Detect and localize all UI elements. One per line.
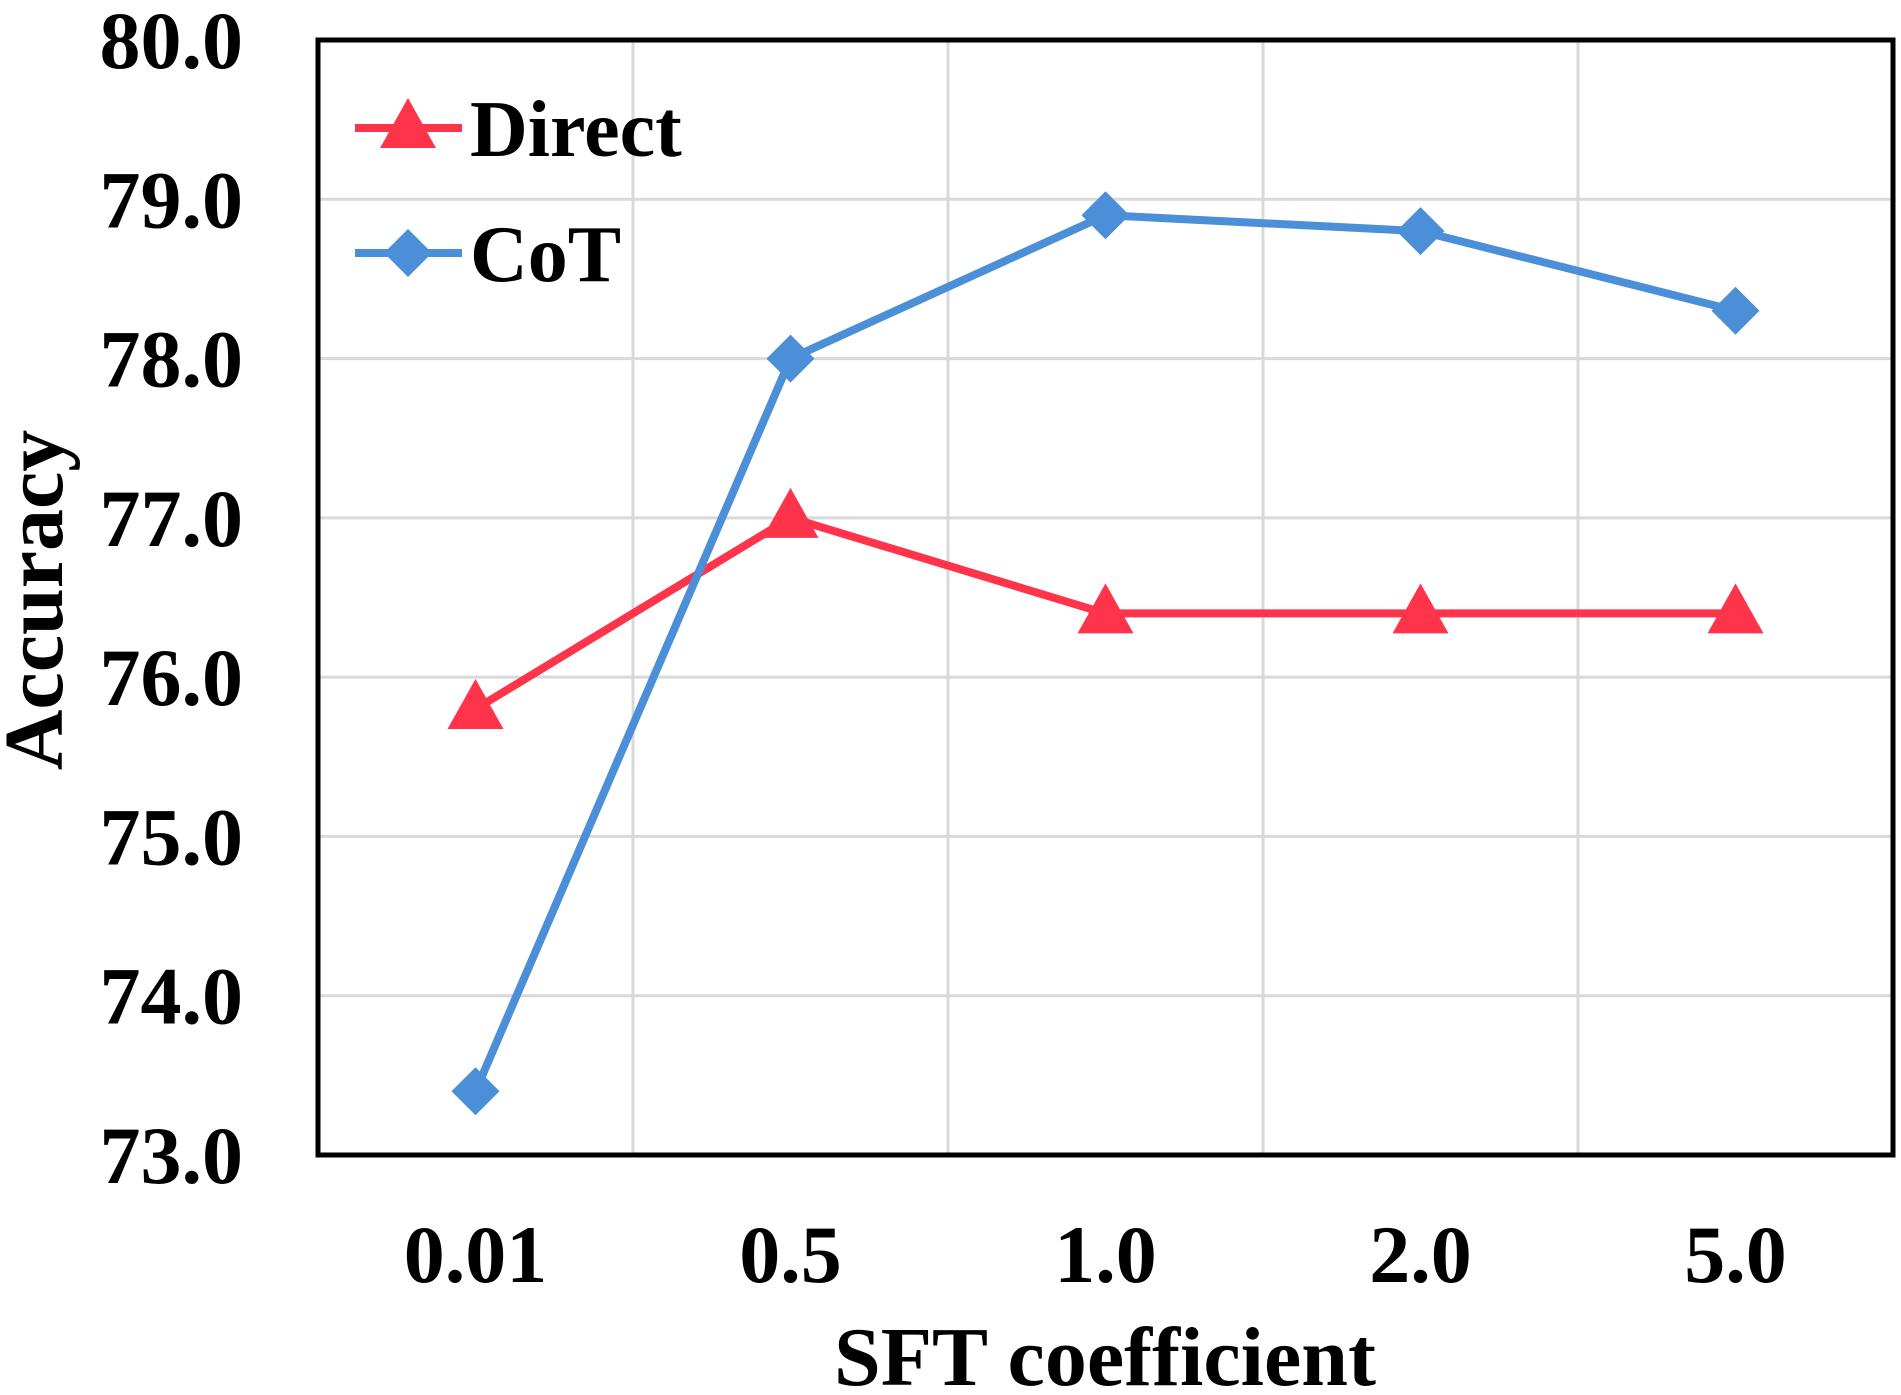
data-point-cot [451, 1067, 500, 1116]
legend-item-direct: Direct [355, 86, 682, 174]
x-axis-ticks: 0.01 0.5 1.0 2.0 5.0 [404, 1209, 1787, 1300]
x-tick-label: 2.0 [1369, 1209, 1472, 1300]
x-tick-label: 5.0 [1684, 1209, 1787, 1300]
y-tick-label: 74.0 [100, 951, 244, 1042]
y-tick-label: 80.0 [100, 0, 244, 86]
x-tick-label: 0.5 [739, 1209, 842, 1300]
data-point-cot [1396, 207, 1445, 256]
legend-item-cot: CoT [355, 211, 621, 299]
data-point-direct [447, 679, 504, 729]
y-tick-label: 76.0 [100, 632, 244, 723]
y-tick-label: 78.0 [100, 314, 244, 405]
x-tick-label: 0.01 [404, 1209, 548, 1300]
data-point-direct [1707, 583, 1764, 634]
data-point-direct [762, 487, 819, 538]
series-layer [447, 191, 1764, 1116]
y-tick-label: 77.0 [100, 473, 244, 564]
data-point-direct [1392, 583, 1449, 634]
y-axis-ticks: 73.0 74.0 75.0 76.0 77.0 78.0 79.0 80.0 [100, 0, 244, 1201]
y-tick-label: 73.0 [100, 1110, 244, 1201]
y-tick-label: 75.0 [100, 791, 244, 882]
y-axis-label: Accuracy [0, 430, 81, 771]
legend: Direct CoT [355, 86, 682, 299]
series-line-cot [471, 211, 1737, 1093]
plot-frame [315, 37, 1896, 1158]
series-direct [447, 487, 1764, 729]
legend-label-cot: CoT [470, 211, 621, 299]
legend-marker-direct [380, 98, 436, 148]
data-point-cot [1711, 286, 1760, 335]
data-point-direct [1077, 583, 1134, 634]
legend-marker-cot [384, 229, 432, 277]
legend-label-direct: Direct [470, 86, 682, 174]
data-point-cot [1081, 191, 1130, 240]
y-tick-label: 79.0 [100, 154, 244, 245]
x-axis-label: SFT coefficient [834, 1311, 1376, 1395]
x-tick-label: 1.0 [1054, 1209, 1157, 1300]
data-point-cot [766, 334, 815, 383]
series-cot [451, 191, 1760, 1116]
